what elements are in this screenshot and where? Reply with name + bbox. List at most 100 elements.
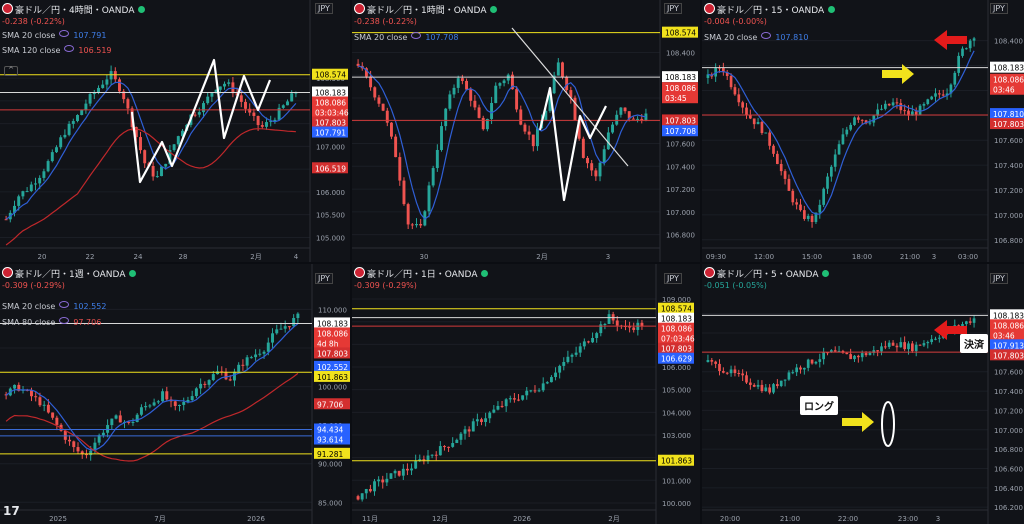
candle-body [143,150,147,164]
candle-body [426,455,430,462]
candle-body [872,115,876,123]
y-tick-label: 100.000 [318,384,347,392]
note-settle: 決済 [960,334,988,353]
candle-body [431,168,435,186]
price-tag [658,352,694,364]
candle-body [193,114,197,116]
candle-body [578,346,582,353]
price-tag-label: 108.574 [661,305,692,314]
candle-body [895,345,899,348]
sma-legend-20[interactable]: SMA 20 close 107.708 [354,32,459,42]
candle-body [880,346,883,352]
candle-body [818,359,822,362]
candle-body [523,124,527,132]
candle-body [556,62,560,76]
y-tick-label: 106.800 [994,446,1023,454]
sma-legend-80[interactable]: SMA 80 close 97.706 [2,317,102,327]
candle-body [938,337,941,339]
aud-flag-icon [354,3,365,14]
candle-body [864,353,868,356]
price-tag [662,125,698,137]
candle-body [544,110,548,121]
x-tick-label: 2025 [49,515,67,523]
candle-body [292,318,296,327]
candle-body [114,415,118,419]
x-tick-label: 7月 [154,515,165,523]
candle-body [126,99,130,109]
price-tag-label: 108.086 [317,329,348,338]
candle-body [410,224,414,226]
candle-body [845,129,849,135]
currency-label[interactable]: JPY [990,273,1008,284]
candle-body [101,432,105,436]
chart-panel-1d[interactable]: 109.000108.000107.000106.000105.000104.0… [352,264,700,524]
candle-body [254,354,258,358]
candle-body [502,80,506,84]
candle-body [525,390,529,396]
price-tag-label: 108.183 [993,64,1024,73]
candle-body [266,342,270,352]
price-tag [990,349,1024,361]
candle-body [364,489,368,494]
candle-body [857,117,860,120]
currency-label[interactable]: JPY [664,3,682,14]
y-tick-label: 106.800 [666,232,695,240]
candle-body [237,364,241,372]
currency-label[interactable]: JPY [315,3,333,14]
sma-legend-20[interactable]: SMA 20 close 102.552 [2,301,107,311]
candle-body [965,48,968,50]
candle-body [385,110,389,123]
chart-panel-5m[interactable]: 108.200108.000107.800107.600107.400107.2… [702,264,1024,524]
eye-icon [411,32,422,39]
candle-body [72,441,76,448]
candle-body [741,102,744,108]
currency-label[interactable]: JPY [315,273,333,284]
candle-body [25,191,29,193]
candle-body [611,124,615,133]
collapse-legend-icon[interactable]: ^ [4,66,18,76]
candle-body [779,163,783,172]
y-tick-label: 105.000 [316,234,345,242]
candle-body [465,80,469,90]
price-tag-label: 107.708 [665,127,696,136]
candle-body [938,93,941,95]
currency-label[interactable]: JPY [664,273,682,284]
candle-body [377,479,381,482]
price-tag [312,126,348,138]
sma-legend-20[interactable]: SMA 20 close 107.791 [2,30,107,40]
sma-legend-20[interactable]: SMA 20 close 107.810 [704,32,809,42]
candle-body [590,163,594,171]
candle-body [286,101,289,106]
chart-panel-1w[interactable]: 110.000105.000100.00095.00090.00085.0002… [0,264,350,524]
candle-body [895,102,899,104]
candle-body [34,183,37,185]
candle-body [418,459,422,461]
candle-body [799,204,802,211]
price-tag-label: 94.434 [317,426,343,435]
candle-body [776,153,779,164]
candle-body [961,48,964,56]
candle-body [481,117,485,130]
candle-body [899,342,903,348]
chart-panel-1h[interactable]: 108.400108.200108.000107.800107.600107.4… [352,0,700,262]
price-tag [990,309,1024,321]
chart-panel-4h[interactable]: 108.500108.000107.500107.000106.500106.0… [0,0,350,262]
candle-body [381,479,385,483]
candle-body [623,107,627,112]
candle-body [949,84,953,94]
aud-flag-icon [2,3,13,14]
market-open-icon [138,6,146,13]
chart-canvas-1w: 110.000105.000100.00095.00090.00085.0002… [0,264,350,524]
currency-label[interactable]: JPY [990,3,1008,14]
chart-panel-15m[interactable]: 108.400108.200108.000107.800107.600107.4… [702,0,1024,262]
candle-body [46,404,50,413]
price-tag-label: 03:46 [993,331,1015,340]
candle-body [845,352,849,355]
candle-body [496,405,500,410]
candle-body [256,115,260,126]
candle-body [80,451,84,454]
sma-legend-120[interactable]: SMA 120 close 106.519 [2,45,112,55]
candle-body [397,470,401,476]
candle-body [444,108,448,127]
price-tag-label: 107.810 [993,110,1024,119]
